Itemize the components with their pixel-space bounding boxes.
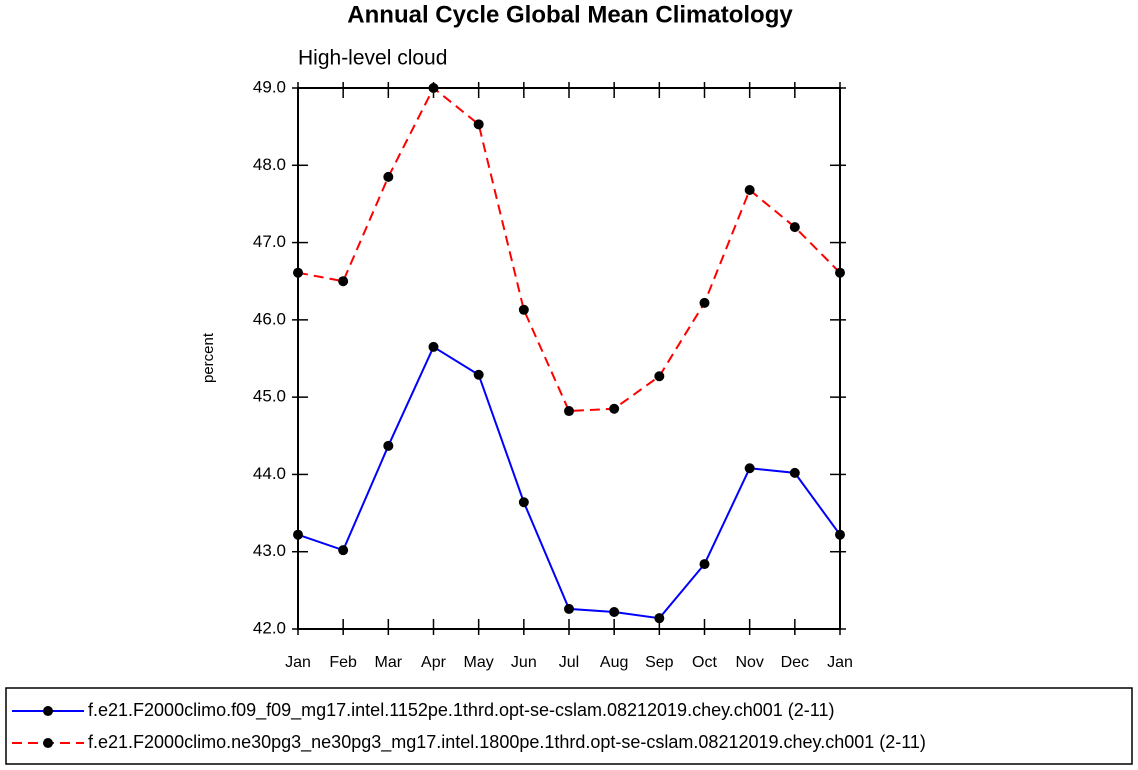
data-point <box>654 613 665 624</box>
data-point <box>564 406 574 417</box>
x-tick-label: Jan <box>285 654 311 671</box>
data-point <box>383 440 394 451</box>
data-point <box>518 304 529 315</box>
x-tick-label: Jun <box>511 654 537 671</box>
data-point <box>293 267 303 278</box>
data-point <box>835 267 845 278</box>
legend-label: f.e21.F2000climo.f09_f09_mg17.intel.1152… <box>88 700 834 721</box>
plot-frame <box>297 87 841 630</box>
data-point <box>699 297 710 308</box>
data-point <box>654 371 665 382</box>
data-point <box>609 403 620 414</box>
data-point <box>338 276 349 287</box>
y-tick-label: 44.0 <box>253 464 286 483</box>
legend-label: f.e21.F2000climo.ne30pg3_ne30pg3_mg17.in… <box>88 732 926 753</box>
y-tick-label: 42.0 <box>253 618 286 637</box>
x-tick-label: Nov <box>735 654 763 671</box>
x-tick-label: Mar <box>375 654 403 671</box>
data-point <box>789 222 800 233</box>
x-tick-label: Oct <box>692 654 717 671</box>
legend-box <box>5 687 1133 765</box>
x-tick-label: Jan <box>827 654 853 671</box>
y-tick-label: 47.0 <box>253 232 286 251</box>
x-tick-label: Aug <box>600 654 628 671</box>
data-point <box>835 529 845 540</box>
x-tick-label: Sep <box>645 654 674 671</box>
data-point <box>293 529 303 540</box>
y-tick-label: 49.0 <box>253 77 286 96</box>
data-point <box>473 119 484 130</box>
y-axis-label: percent <box>200 332 217 383</box>
y-tick-label: 48.0 <box>253 155 286 174</box>
data-point <box>428 341 439 352</box>
data-point <box>744 463 755 474</box>
data-point <box>428 83 439 93</box>
y-tick-label: 45.0 <box>253 387 286 406</box>
data-point <box>383 171 394 182</box>
data-point <box>744 185 755 196</box>
x-tick-label: Feb <box>329 654 357 671</box>
x-tick-label: Jul <box>559 654 579 671</box>
chart-title: Annual Cycle Global Mean Climatology <box>347 1 793 28</box>
y-tick-label: 43.0 <box>253 541 286 560</box>
chart-subtitle: High-level cloud <box>298 47 447 70</box>
x-tick-label: Dec <box>781 654 809 671</box>
data-point <box>338 545 349 556</box>
data-point <box>473 369 484 380</box>
x-tick-label: May <box>464 654 494 671</box>
data-point <box>518 497 529 508</box>
series-line <box>297 345 841 620</box>
data-point <box>789 467 800 478</box>
legend-marker <box>43 738 53 748</box>
series-line <box>297 86 841 413</box>
data-point <box>609 606 620 617</box>
y-tick-label: 46.0 <box>253 309 286 328</box>
data-point <box>564 603 574 614</box>
data-point <box>699 559 710 570</box>
x-tick-label: Apr <box>421 654 447 671</box>
legend-marker <box>43 706 53 716</box>
